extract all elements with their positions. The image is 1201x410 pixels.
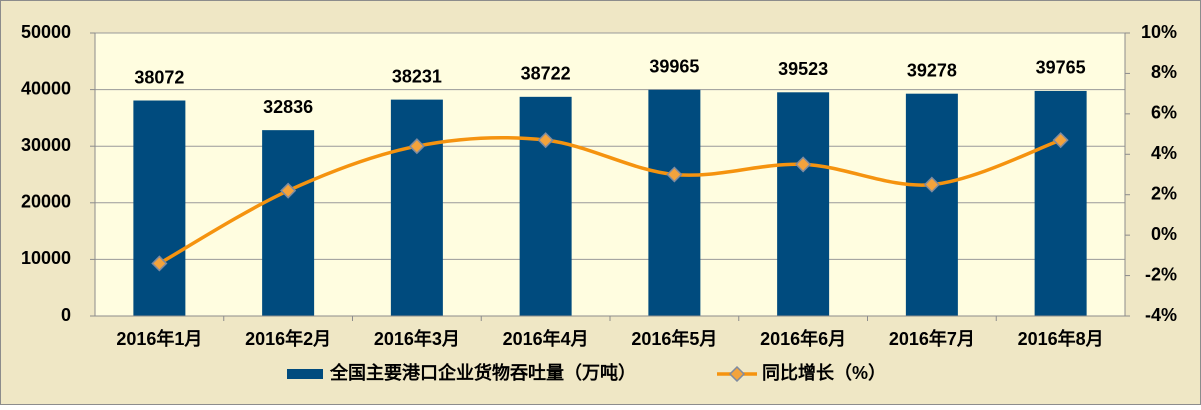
y-tick-label: 10000: [21, 248, 71, 268]
value-label: 39278: [907, 60, 957, 80]
value-label: 32836: [263, 97, 313, 117]
value-label: 38231: [392, 66, 442, 86]
x-tick-label: 2016年8月: [1018, 328, 1104, 349]
line-marker: [537, 132, 554, 149]
line-marker: [923, 176, 940, 193]
x-tick-label: 2016年6月: [760, 328, 846, 349]
x-tick-label: 2016年7月: [889, 328, 975, 349]
line-marker: [151, 255, 168, 272]
bar: [648, 89, 701, 317]
y-tick-label: 20000: [21, 192, 71, 212]
legend-label: 全国主要港口企业货物吞吐量（万吨）: [329, 362, 636, 383]
value-label: 38722: [521, 64, 571, 84]
value-label: 39765: [1036, 58, 1086, 78]
bar: [905, 93, 958, 316]
bar: [262, 130, 315, 316]
x-tick-label: 2016年1月: [116, 328, 202, 349]
line-marker: [408, 138, 425, 155]
y2-tick-label: 10%: [1141, 22, 1177, 42]
value-label: 38072: [134, 67, 184, 87]
bar: [777, 92, 830, 316]
y2-tick-label: 0%: [1151, 224, 1177, 244]
line-marker: [795, 156, 812, 173]
bar: [1034, 90, 1087, 316]
bar: [519, 96, 572, 316]
value-label: 39965: [649, 57, 699, 77]
y2-tick-label: 2%: [1151, 183, 1177, 203]
y-tick-label: 0: [61, 305, 71, 325]
legend-swatch: [287, 369, 323, 379]
legend-label: 同比增长（%）: [762, 362, 886, 383]
x-tick-label: 2016年4月: [503, 328, 589, 349]
bar: [390, 99, 443, 316]
line-marker: [1052, 132, 1069, 149]
line-marker: [280, 182, 297, 199]
y2-tick-label: 8%: [1151, 62, 1177, 82]
line-marker: [666, 166, 683, 183]
x-tick-label: 2016年5月: [631, 328, 717, 349]
x-tick-label: 2016年2月: [245, 328, 331, 349]
x-tick-label: 2016年3月: [374, 328, 460, 349]
bar: [133, 100, 186, 316]
legend-swatch: [728, 365, 746, 383]
y-tick-label: 40000: [21, 78, 71, 98]
y2-tick-label: 6%: [1151, 103, 1177, 123]
value-label: 39523: [778, 59, 828, 79]
y2-tick-label: 4%: [1151, 143, 1177, 163]
y2-tick-label: -2%: [1145, 264, 1177, 284]
y-tick-label: 50000: [21, 22, 71, 42]
y-tick-label: 30000: [21, 135, 71, 155]
y2-tick-label: -4%: [1145, 305, 1177, 325]
